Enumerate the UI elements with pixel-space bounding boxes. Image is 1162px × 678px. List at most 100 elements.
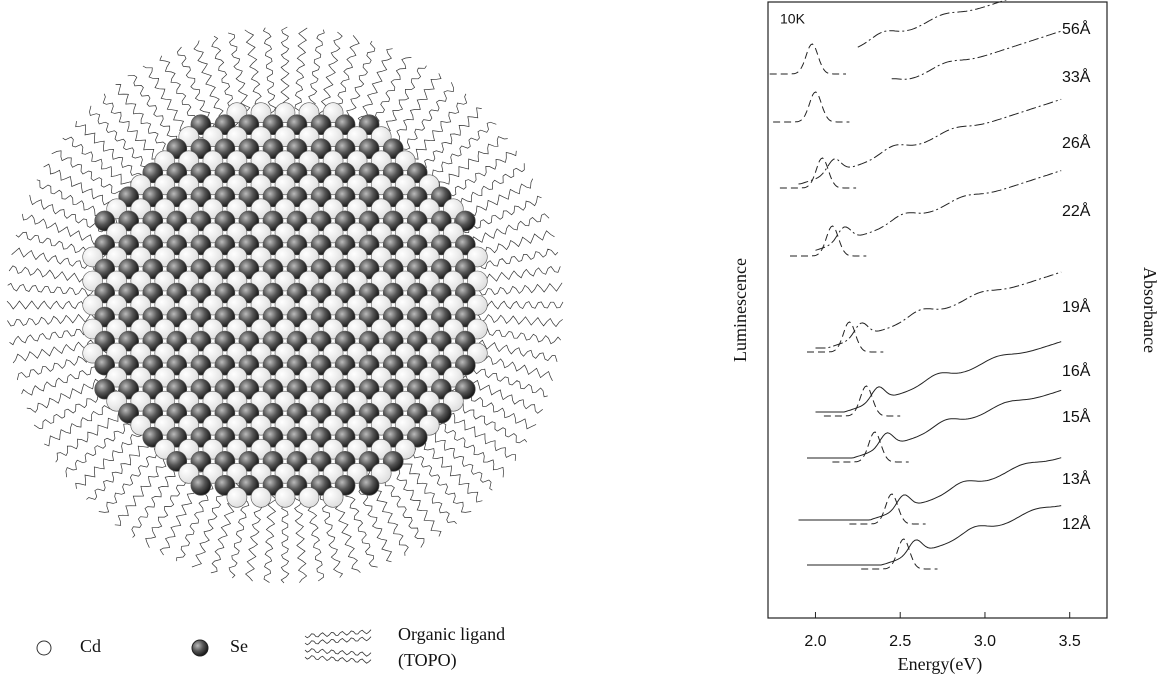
size-label: 56Å — [1062, 19, 1091, 38]
ligand — [425, 423, 493, 491]
ligand — [341, 480, 378, 568]
cd-atom — [298, 486, 320, 508]
ligand — [385, 459, 442, 537]
spectra — [769, 0, 1062, 570]
luminescence-curve — [823, 385, 901, 417]
ligand — [459, 213, 550, 247]
legend-ligand: Organic ligand — [398, 624, 505, 644]
x-tick-label: 2.5 — [889, 633, 911, 650]
ligand-wave — [304, 648, 372, 657]
ligand — [62, 136, 141, 193]
absorbance-curve — [815, 341, 1062, 413]
size-label: 22Å — [1062, 201, 1091, 220]
ligand-wave — [304, 629, 372, 639]
absorbance-curve — [798, 98, 1062, 185]
ligand — [65, 416, 138, 478]
ligand — [29, 194, 114, 237]
ligand — [86, 436, 158, 500]
ligand — [432, 415, 504, 478]
ligand — [127, 74, 185, 151]
ligand — [21, 213, 111, 249]
ligand — [75, 426, 148, 489]
ligand — [21, 362, 112, 396]
size-label: 15Å — [1062, 407, 1091, 426]
ligand — [55, 404, 130, 463]
ligand — [407, 93, 468, 169]
temperature-label: 10K — [780, 11, 806, 27]
ligand — [436, 150, 517, 203]
absorbance-curve — [807, 389, 1062, 459]
ligand — [89, 105, 154, 176]
absorbance-curve — [815, 170, 1062, 251]
ligand — [469, 282, 563, 296]
ligand — [262, 27, 277, 121]
y-axis-label: Absorbance — [1140, 267, 1160, 353]
x-tick-label: 3.5 — [1059, 633, 1081, 650]
ligand — [98, 445, 165, 513]
ligand — [385, 73, 442, 151]
luminescence-curve — [790, 225, 867, 257]
luminescence-curve — [773, 91, 850, 123]
size-label: 13Å — [1062, 469, 1091, 488]
legend-se: Se — [230, 636, 248, 656]
x-axis-label: Energy(eV) — [898, 654, 983, 675]
size-label: 33Å — [1062, 67, 1091, 86]
ligand — [7, 282, 101, 297]
cd-atom — [274, 486, 296, 508]
ligand-wave — [304, 655, 372, 664]
ligand — [354, 474, 393, 563]
absorbance-curve — [815, 271, 1062, 349]
plot-frame — [767, 1, 1108, 619]
legend-ligand: (TOPO) — [398, 650, 457, 671]
se-atom — [358, 474, 380, 496]
ligand — [102, 93, 163, 169]
ligand — [466, 337, 558, 363]
ligand-icon — [304, 629, 372, 664]
ligand — [114, 450, 174, 526]
luminescence-curve — [832, 431, 909, 463]
luminescence-curve — [861, 538, 938, 570]
ligand — [429, 136, 508, 193]
luminescence-curve — [769, 43, 846, 75]
cd-atom — [250, 486, 272, 508]
ligand-wave — [304, 636, 372, 646]
x-tick-label: 3.0 — [974, 633, 996, 650]
size-label: 19Å — [1062, 297, 1091, 316]
ligand — [342, 40, 376, 132]
ligand — [75, 121, 148, 184]
absorbance-curve — [807, 505, 1062, 566]
cd-atom — [322, 486, 344, 508]
luminescence-curve — [807, 321, 884, 353]
ligand — [12, 337, 104, 364]
ligand — [131, 456, 183, 538]
cd-atom — [226, 486, 248, 508]
ligand — [405, 445, 472, 513]
ligand — [227, 32, 253, 124]
ligand — [437, 405, 516, 461]
ligand — [294, 27, 308, 121]
ligand — [228, 485, 252, 579]
luminescence-curve — [849, 493, 926, 525]
ligand — [423, 121, 497, 183]
ligand — [415, 434, 483, 503]
nanocrystal — [6, 26, 564, 584]
absorbance-curve — [857, 0, 1008, 48]
ligand — [191, 480, 229, 568]
absorbance-curve — [798, 457, 1062, 521]
ligand — [469, 313, 563, 328]
legend-cd: Cd — [80, 636, 101, 656]
ligand — [415, 107, 482, 177]
se-atom — [190, 474, 212, 496]
size-label: 16Å — [1062, 361, 1091, 380]
x-tick-label: 2.0 — [804, 633, 826, 650]
ligand — [293, 489, 308, 583]
ligand — [115, 84, 174, 161]
ligand — [465, 248, 559, 272]
ligand — [461, 360, 548, 398]
size-label: 26Å — [1062, 133, 1091, 152]
cd-icon — [36, 640, 52, 656]
y-axis-label: Luminescence — [730, 258, 750, 362]
ligand — [193, 40, 228, 131]
se-icon — [191, 639, 209, 657]
